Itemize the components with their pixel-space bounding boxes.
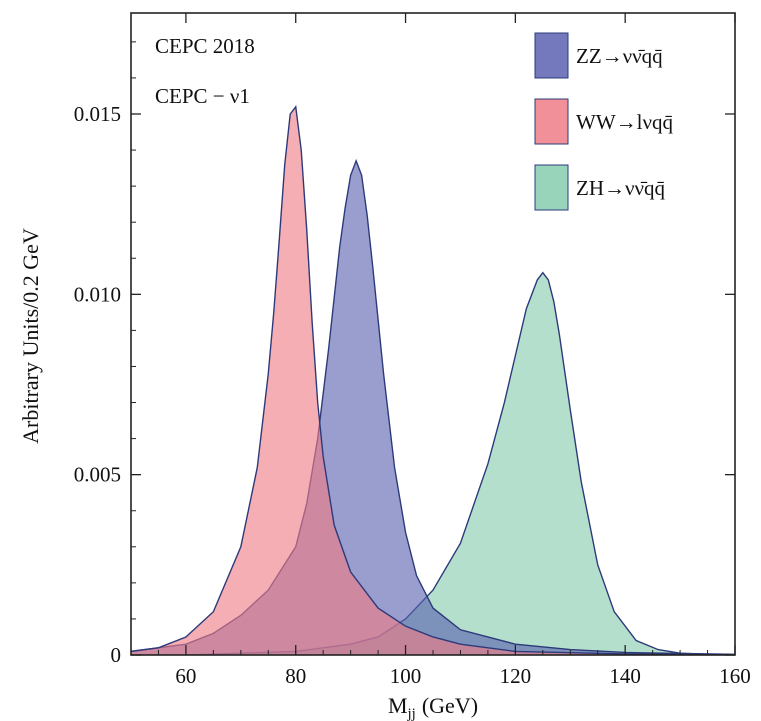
y-tick-label: 0.015 [74, 102, 121, 126]
x-tick-label: 140 [609, 664, 641, 688]
x-axis-label-sub: jj [407, 706, 416, 721]
annotation-cepc-v1: CEPC − ν1 [155, 84, 250, 108]
x-axis-label: Mjj (GeV) [388, 693, 478, 721]
x-axis-label-var: M [388, 693, 408, 718]
y-tick-label: 0.005 [74, 463, 121, 487]
series-outline-1 [131, 104, 735, 655]
series-area-0 [131, 160, 735, 655]
series-area-2 [131, 272, 735, 655]
x-axis-ticks: 60 80 100 120 140 160 [130, 13, 751, 688]
legend-label-1: WW→lνqq̄ [576, 110, 673, 134]
x-tick-label: 100 [390, 664, 422, 688]
series-outline-0 [131, 158, 735, 655]
y-axis-ticks: 0 0.005 0.010 0.015 [74, 41, 735, 667]
legend-swatch-2 [534, 164, 569, 211]
x-tick-label: 60 [175, 664, 196, 688]
series-area-1 [131, 106, 735, 655]
legend-label-2: ZH→νν̄qq̄ [576, 176, 665, 200]
legend-swatch-1 [534, 98, 569, 145]
x-axis-label-unit: (GeV) [422, 693, 478, 718]
legend: ZZ→νν̄qq̄ WW→lνqq̄ ZH→νν̄qq̄ [534, 32, 673, 211]
legend-swatch-0 [534, 32, 569, 79]
y-axis-label: Arbitrary Units/0.2 GeV [18, 228, 43, 444]
annotation-cepc-2018: CEPC 2018 [155, 34, 255, 58]
legend-label-0: ZZ→νν̄qq̄ [576, 44, 663, 68]
series-areas [131, 104, 735, 655]
x-tick-label: 80 [285, 664, 306, 688]
y-tick-label: 0.010 [74, 282, 121, 306]
x-tick-label: 120 [500, 664, 532, 688]
x-tick-label: 160 [719, 664, 751, 688]
y-tick-label: 0 [111, 643, 122, 667]
